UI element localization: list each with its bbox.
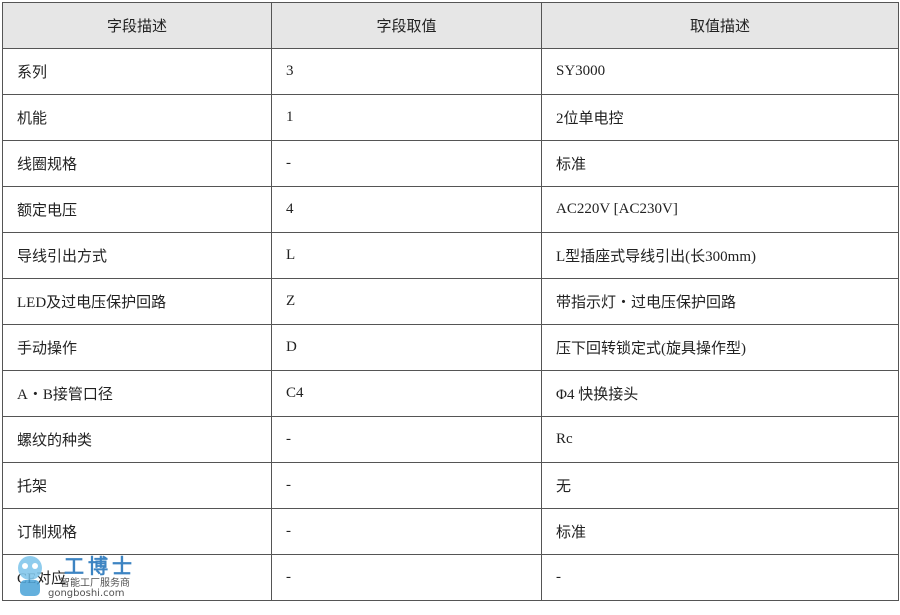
- header-row: 字段描述 字段取值 取值描述: [2, 2, 899, 49]
- table-cell: AC220V [AC230V]: [541, 186, 899, 233]
- table-cell: 2位单电控: [541, 94, 899, 141]
- table-cell: -: [271, 462, 542, 509]
- table-cell: L型插座式导线引出(长300mm): [541, 232, 899, 279]
- table-cell: 螺纹的种类: [2, 416, 272, 463]
- table-row: 线圈规格 - 标准: [2, 140, 899, 187]
- table-cell: 标准: [541, 140, 899, 187]
- table-row: 订制规格 - 标准: [2, 508, 899, 555]
- table-cell: -: [271, 416, 542, 463]
- header-cell: 字段描述: [2, 2, 272, 49]
- table-row: 机能 1 2位单电控: [2, 94, 899, 141]
- table-cell: 4: [271, 186, 542, 233]
- watermark: 工博士 智能工厂服务商 gongboshi.com: [8, 550, 138, 610]
- spec-table: 字段描述 字段取值 取值描述 系列 3 SY3000 机能 1 2位单电控 线圈规格 - 标准 额定电…: [2, 2, 899, 601]
- header-cell: 字段取值: [271, 2, 542, 49]
- mascot-icon: [18, 556, 42, 596]
- table-row: LED及过电压保护回路 Z 带指示灯・过电压保护回路: [2, 278, 899, 325]
- table-row: CE对应 - -: [2, 554, 899, 601]
- table-cell: 导线引出方式: [2, 232, 272, 279]
- table-row: 螺纹的种类 - Rc: [2, 416, 899, 463]
- table-cell: 压下回转锁定式(旋具操作型): [541, 324, 899, 371]
- table-cell: 带指示灯・过电压保护回路: [541, 278, 899, 325]
- table-body: 系列 3 SY3000 机能 1 2位单电控 线圈规格 - 标准 额定电压 4 AC220V [AC2…: [2, 48, 899, 601]
- watermark-slogan: 智能工厂服务商: [60, 578, 130, 589]
- table-cell: SY3000: [541, 48, 899, 95]
- table-cell: 无: [541, 462, 899, 509]
- table-row: 手动操作 D 压下回转锁定式(旋具操作型): [2, 324, 899, 371]
- table-cell: A・B接管口径: [2, 370, 272, 417]
- table-cell: Rc: [541, 416, 899, 463]
- table-cell: 额定电压: [2, 186, 272, 233]
- table-cell: LED及过电压保护回路: [2, 278, 272, 325]
- table-row: 额定电压 4 AC220V [AC230V]: [2, 186, 899, 233]
- table-cell: -: [541, 554, 899, 601]
- table-cell: 托架: [2, 462, 272, 509]
- table-cell: 订制规格: [2, 508, 272, 555]
- table-cell: 1: [271, 94, 542, 141]
- table-row: A・B接管口径 C4 Φ4 快换接头: [2, 370, 899, 417]
- watermark-url: gongboshi.com: [48, 588, 125, 599]
- table-cell: Z: [271, 278, 542, 325]
- table-cell: -: [271, 140, 542, 187]
- table-row: 导线引出方式 L L型插座式导线引出(长300mm): [2, 232, 899, 279]
- table-cell: 标准: [541, 508, 899, 555]
- table-cell: 系列: [2, 48, 272, 95]
- table-row: 系列 3 SY3000: [2, 48, 899, 95]
- table-cell: 手动操作: [2, 324, 272, 371]
- table-cell: 线圈规格: [2, 140, 272, 187]
- watermark-brand: 工博士: [64, 554, 136, 578]
- table-cell: -: [271, 554, 542, 601]
- table-cell: 3: [271, 48, 542, 95]
- table-cell: Φ4 快换接头: [541, 370, 899, 417]
- table-cell: -: [271, 508, 542, 555]
- table-cell: L: [271, 232, 542, 279]
- table-cell: 机能: [2, 94, 272, 141]
- table-row: 托架 - 无: [2, 462, 899, 509]
- header-cell: 取值描述: [541, 2, 899, 49]
- table-cell: D: [271, 324, 542, 371]
- table-cell: C4: [271, 370, 542, 417]
